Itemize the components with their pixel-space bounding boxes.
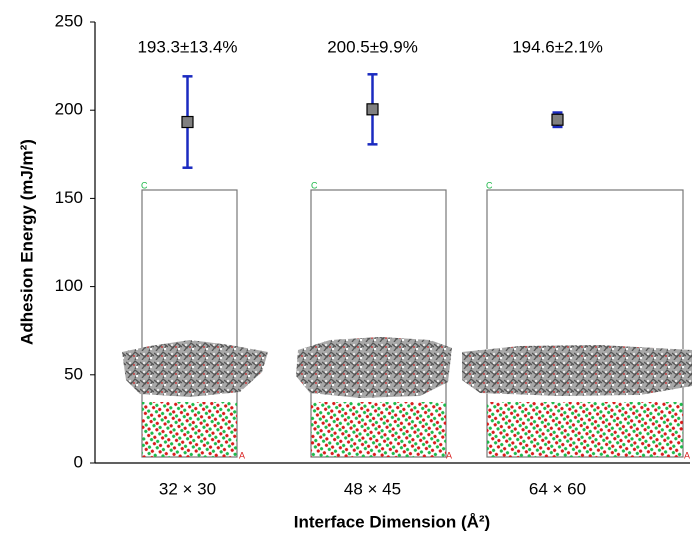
value-label: 194.6±2.1% <box>512 37 603 56</box>
chart: C C C A A A Adhesion Energy (mJ/m²) Inte… <box>0 0 692 535</box>
svg-text:C: C <box>141 180 148 190</box>
value-label: 193.3±13.4% <box>137 37 237 56</box>
structure-images: C C C A A A <box>122 180 692 460</box>
svg-text:C: C <box>486 180 493 190</box>
y-tick-label: 150 <box>55 188 83 207</box>
svg-text:A: A <box>684 450 690 460</box>
y-axis-title: Adhesion Energy (mJ/m²) <box>17 139 36 345</box>
x-tick-label: 32 × 30 <box>159 479 216 498</box>
y-tick-label: 0 <box>74 452 83 471</box>
y-tick-label: 200 <box>55 100 83 119</box>
marker <box>367 104 378 115</box>
svg-text:A: A <box>446 450 452 460</box>
marker <box>182 117 193 128</box>
marker <box>552 114 563 125</box>
x-axis-title: Interface Dimension (Å²) <box>294 512 490 531</box>
x-tick-label: 48 × 45 <box>344 479 401 498</box>
y-tick-label: 50 <box>64 364 83 383</box>
x-tick-label: 64 × 60 <box>529 479 586 498</box>
y-tick-label: 100 <box>55 276 83 295</box>
value-label: 200.5±9.9% <box>327 37 418 56</box>
svg-text:A: A <box>239 450 245 460</box>
y-tick-label: 250 <box>55 11 83 30</box>
svg-text:C: C <box>311 180 318 190</box>
